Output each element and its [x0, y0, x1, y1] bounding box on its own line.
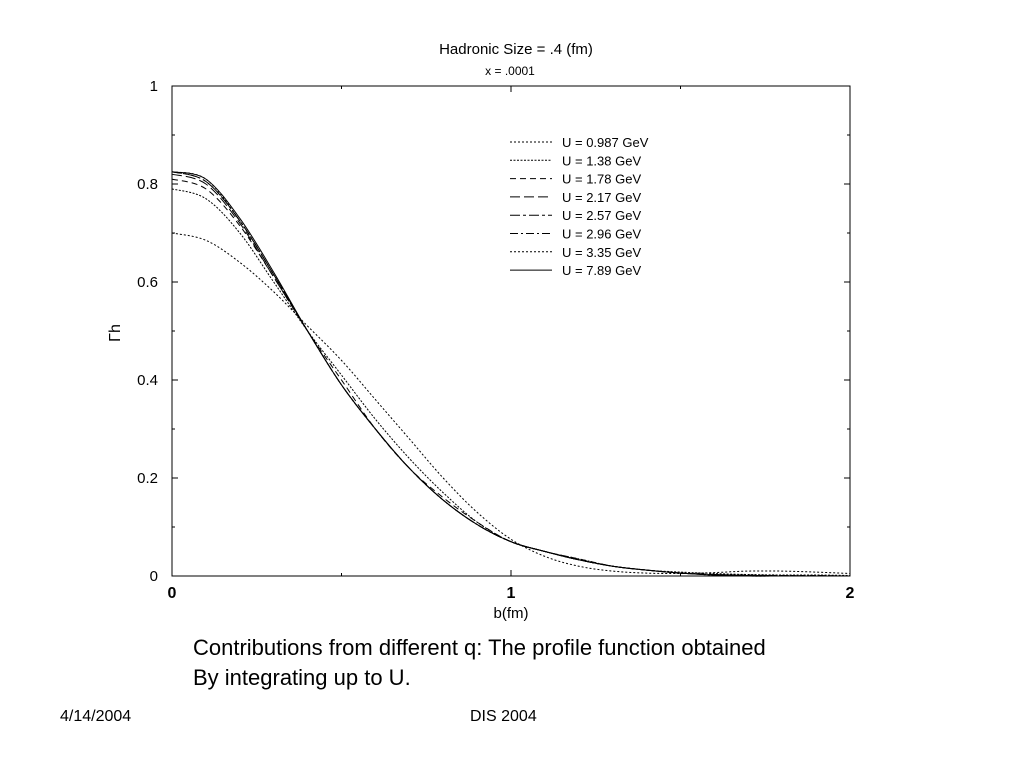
- series-line-0: [171, 232, 851, 575]
- legend-entry: U = 0.987 GeV: [562, 135, 649, 150]
- caption-line-2: By integrating up to U.: [193, 665, 411, 690]
- footer-date: 4/14/2004: [60, 708, 132, 725]
- plot-frame: [171, 85, 851, 577]
- y-tick-label: 0.4: [137, 372, 158, 389]
- x-axis-label: b(fm): [494, 605, 529, 622]
- series-lines: [171, 171, 851, 577]
- series-line-3: [171, 173, 851, 577]
- x-tick-label: 2: [846, 585, 855, 602]
- y-tick-label: 0: [150, 568, 158, 585]
- legend: U = 0.987 GeV U = 1.38 GeV U = 1.78 GeV U =…: [510, 135, 649, 278]
- series-line-2: [171, 178, 851, 577]
- series-line-7: [171, 171, 850, 577]
- y-axis-label: Γh: [107, 324, 124, 342]
- chart-subtitle: x = .0001: [485, 64, 535, 78]
- legend-entry: U = 7.89 GeV: [562, 263, 641, 278]
- profile-function-chart: Hadronic Size = .4 (fm) x = .0001 0 0.2 0.…: [107, 41, 855, 622]
- series-line-4: [171, 171, 850, 577]
- legend-entry: U = 1.38 GeV: [562, 153, 641, 168]
- legend-entry: U = 3.35 GeV: [562, 245, 641, 260]
- x-tick-label: 1: [507, 585, 516, 602]
- y-tick-label: 0.6: [137, 274, 158, 291]
- series-line-5: [171, 171, 850, 577]
- legend-entry: U = 2.57 GeV: [562, 208, 641, 223]
- legend-entry: U = 2.17 GeV: [562, 190, 641, 205]
- legend-entry: U = 2.96 GeV: [562, 227, 641, 242]
- chart-title: Hadronic Size = .4 (fm): [439, 41, 593, 58]
- x-tick-label: 0: [168, 585, 177, 602]
- y-axis: 0 0.2 0.4 0.6 0.8 1: [137, 78, 850, 585]
- y-tick-label: 0.2: [137, 470, 158, 487]
- series-line-6: [171, 171, 850, 577]
- caption-line-1: Contributions from different q: The prof…: [193, 635, 766, 660]
- y-tick-label: 1: [150, 78, 158, 95]
- series-line-1: [171, 188, 851, 576]
- y-axis-label-text: Γh: [107, 324, 124, 342]
- y-tick-label: 0.8: [137, 176, 158, 193]
- footer-event: DIS 2004: [470, 708, 537, 725]
- legend-entry: U = 1.78 GeV: [562, 172, 641, 187]
- x-axis: 0 1 2: [168, 86, 855, 602]
